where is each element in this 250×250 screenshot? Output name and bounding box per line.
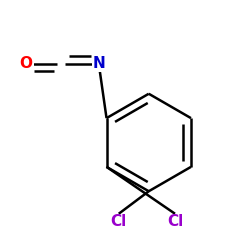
- Text: Cl: Cl: [110, 214, 127, 229]
- Text: Cl: Cl: [167, 214, 183, 229]
- Text: N: N: [92, 56, 105, 71]
- Text: O: O: [20, 56, 33, 71]
